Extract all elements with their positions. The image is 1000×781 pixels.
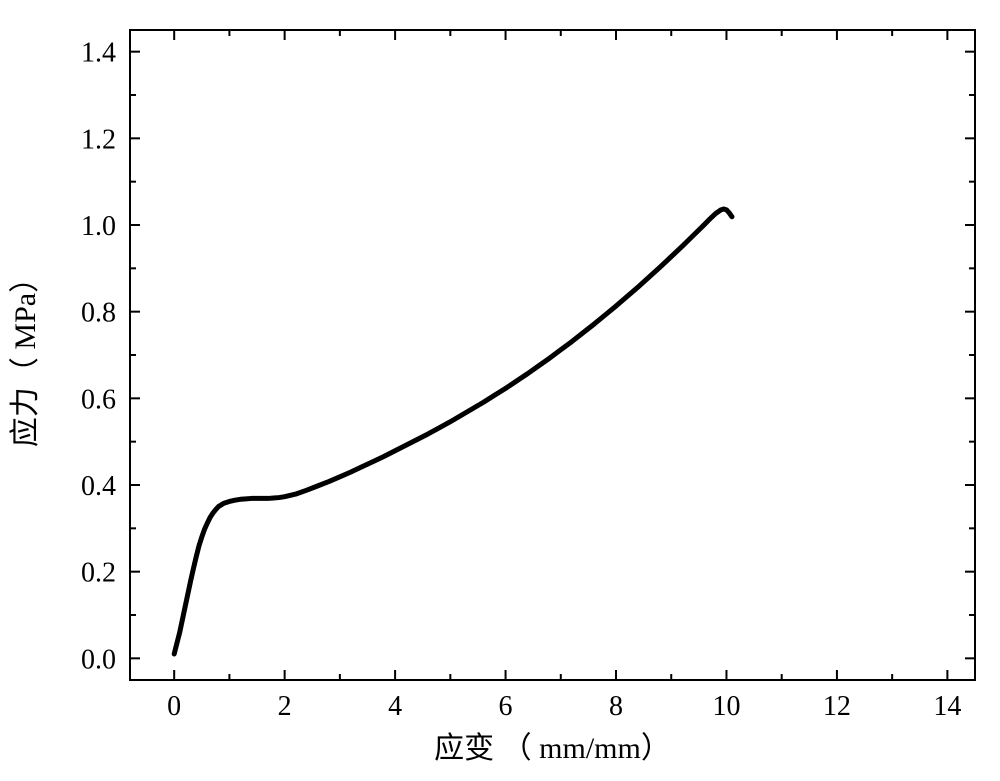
y-tick-label: 1.0 [81, 211, 116, 242]
y-tick-label: 0.6 [81, 384, 116, 415]
x-tick-label: 2 [278, 691, 292, 722]
x-tick-label: 10 [712, 691, 740, 722]
y-tick-label: 0.4 [81, 471, 116, 502]
stress-strain-chart: 0 2 4 6 8 10 12 14 0.0 0.2 0.4 0.6 0.8 1.0 1.2 1.4 应变 （ … [0, 0, 1000, 781]
y-tick-label: 0.2 [81, 558, 116, 589]
y-axis-label: 应力（ MPa） [9, 263, 42, 447]
y-tick-label: 1.4 [81, 38, 116, 69]
chart-svg: 0 2 4 6 8 10 12 14 0.0 0.2 0.4 0.6 0.8 1.0 1.2 1.4 应变 （ … [0, 0, 1000, 781]
y-tick-label: 0.8 [81, 298, 116, 329]
x-tick-label: 8 [609, 691, 623, 722]
x-tick-label: 6 [499, 691, 513, 722]
x-axis-label: 应变 （ mm/mm） [434, 732, 671, 765]
x-tick-label: 4 [388, 691, 402, 722]
x-tick-label: 12 [823, 691, 851, 722]
x-tick-label: 0 [167, 691, 181, 722]
y-tick-label: 1.2 [81, 124, 116, 155]
stress-strain-curve [174, 209, 732, 654]
y-tick-label: 0.0 [81, 644, 116, 675]
x-tick-label: 14 [933, 691, 961, 722]
